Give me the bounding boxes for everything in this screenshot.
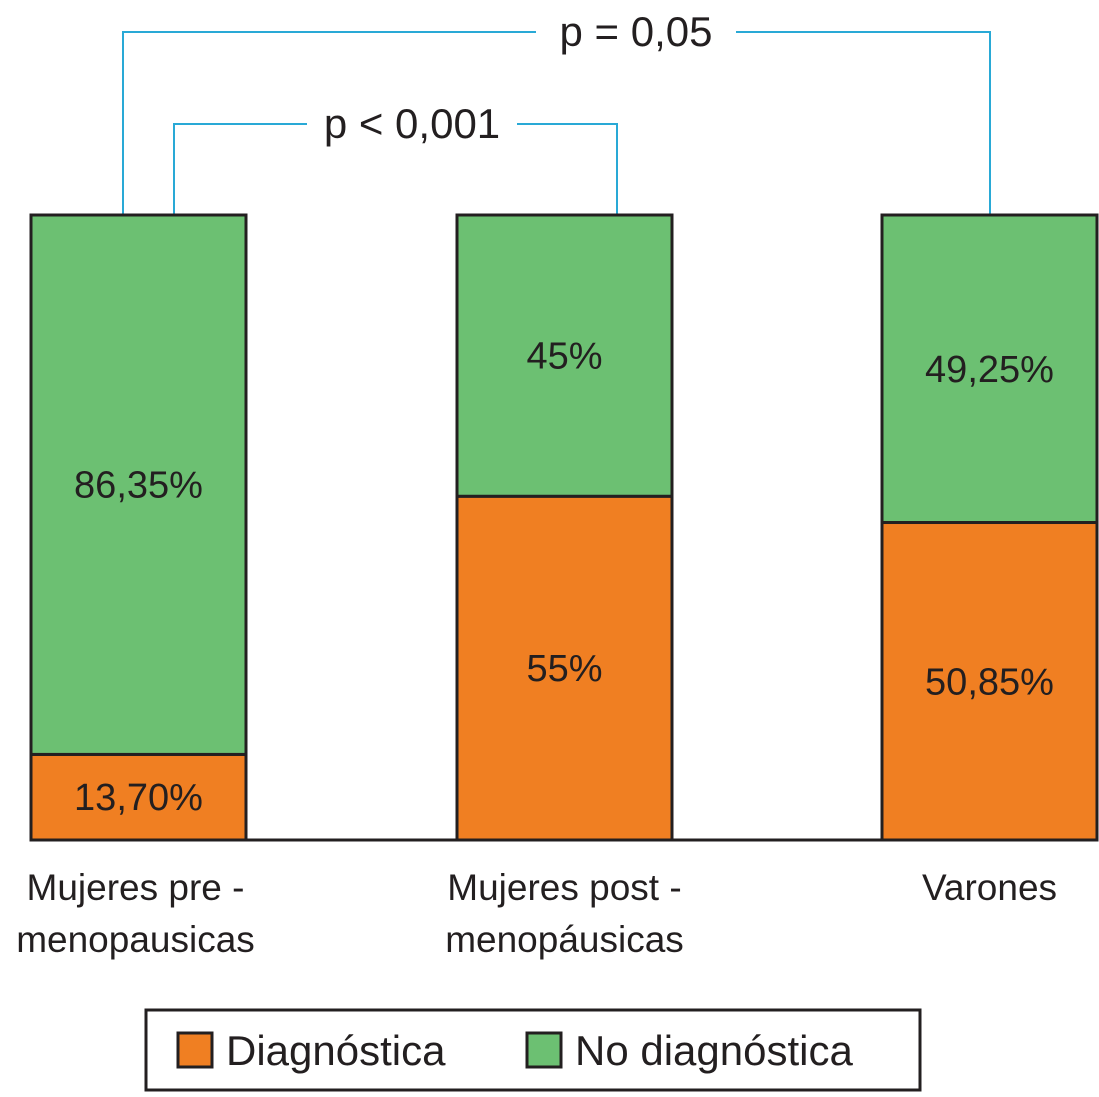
p-value-annotation: p = 0,05 — [560, 8, 713, 55]
x-tick-label: Mujeres pre - — [27, 867, 245, 908]
significance-bracket — [173, 123, 618, 215]
x-tick-label: Varones — [922, 867, 1057, 908]
bar-segment-diagnostica — [455, 494, 674, 842]
data-label: 50,85% — [925, 661, 1054, 703]
data-label: 49,25% — [925, 349, 1054, 391]
data-label: 55% — [526, 648, 602, 690]
bar-segment-diagnostica — [880, 521, 1099, 842]
legend-swatch-diagnostica — [176, 1031, 214, 1069]
legend-label-diagnostica: Diagnóstica — [226, 1027, 446, 1074]
data-label: 86,35% — [74, 465, 203, 507]
bar-segment-no-diagnostica — [455, 213, 674, 498]
legend: Diagnóstica No diagnóstica — [144, 1008, 922, 1092]
data-label: 13,70% — [74, 777, 203, 819]
x-tick-label: Mujeres post - — [447, 867, 681, 908]
p-value-annotation: p < 0,001 — [324, 100, 500, 147]
x-tick-label: menopáusicas — [445, 919, 684, 960]
data-label: 45% — [526, 336, 602, 378]
x-tick-label: menopausicas — [16, 919, 255, 960]
legend-swatch-no-diagnostica — [525, 1031, 563, 1069]
significance-bracket — [122, 31, 991, 215]
bar-segment-no-diagnostica — [29, 213, 248, 756]
bar-segment-no-diagnostica — [880, 213, 1099, 525]
legend-label-no-diagnostica: No diagnóstica — [575, 1027, 853, 1074]
bar-segment-diagnostica — [29, 752, 248, 842]
